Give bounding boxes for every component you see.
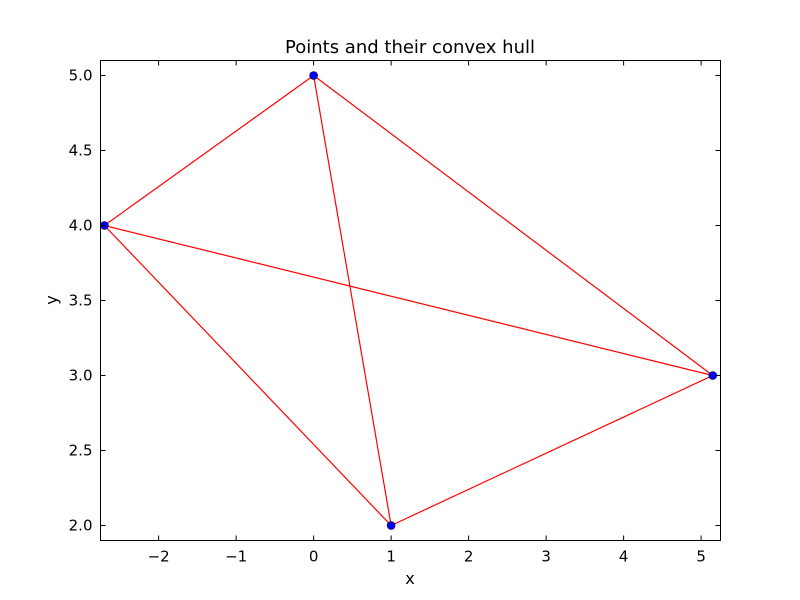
y-axis-label: y — [42, 295, 61, 304]
x-tick-label-5: 3 — [541, 548, 551, 566]
hull-line-4 — [313, 75, 392, 526]
x-tick-label-3: 1 — [386, 548, 396, 566]
y-tick-label-6: 5.0 — [69, 67, 93, 85]
y-tick-label-0: 2.0 — [69, 517, 93, 535]
y-tick-label-4: 4.0 — [69, 217, 93, 235]
axis-ticks — [100, 60, 721, 541]
hull-lines — [103, 75, 714, 527]
x-tick-label-7: 5 — [696, 548, 706, 566]
plot-frame — [100, 60, 721, 541]
hull-line-5 — [104, 224, 713, 377]
data-points — [100, 71, 718, 530]
hull-line-3 — [103, 225, 392, 526]
x-axis-label: x — [405, 569, 414, 588]
axis-tick-labels: −2 −1 0 1 2 3 4 5 2.0 2.5 3.0 3.5 4.0 4.5 5.0 — [69, 67, 706, 566]
hull-line-1 — [313, 75, 714, 376]
x-tick-label-1: −1 — [225, 548, 247, 566]
hull-line-0 — [104, 75, 314, 226]
data-point-1 — [309, 71, 318, 80]
x-tick-label-2: 0 — [309, 548, 319, 566]
y-tick-label-2: 3.0 — [69, 367, 93, 385]
x-tick-label-6: 4 — [619, 548, 629, 566]
y-tick-label-1: 2.5 — [69, 442, 93, 460]
x-tick-label-0: −2 — [148, 548, 170, 566]
y-tick-label-5: 4.5 — [69, 142, 93, 160]
data-point-3 — [386, 521, 396, 530]
y-tick-label-3: 3.5 — [69, 292, 93, 310]
chart-title: Points and their convex hull — [285, 37, 535, 58]
x-tick-label-4: 2 — [464, 548, 474, 566]
hull-line-2 — [390, 374, 714, 527]
